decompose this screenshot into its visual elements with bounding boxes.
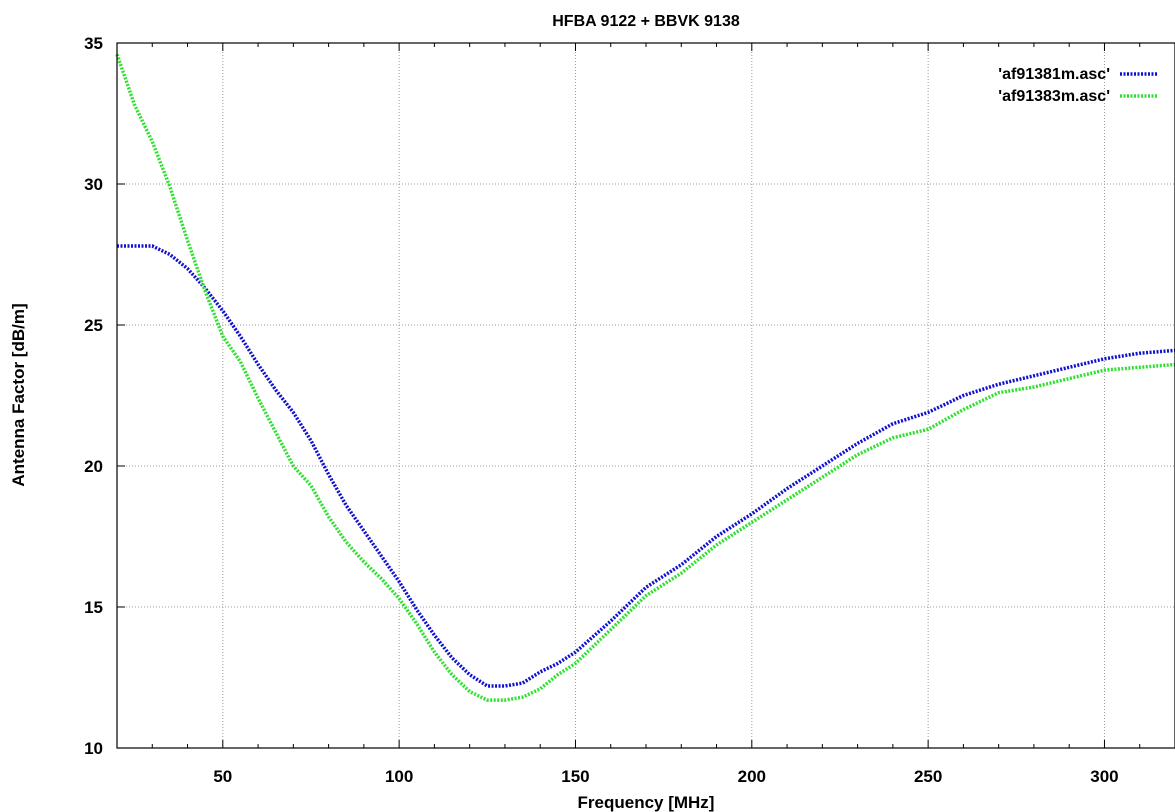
legend-label-2: 'af91383m.asc'	[998, 88, 1110, 105]
series-lines	[115, 53, 1175, 702]
x-tick-label: 200	[738, 767, 766, 786]
x-tick-label: 100	[385, 767, 413, 786]
axis-ticks: 50 100 150 200 250 300 10 15 20 25 30 35	[84, 34, 1175, 786]
x-tick-label: 250	[914, 767, 942, 786]
y-tick-label: 10	[84, 739, 103, 758]
y-tick-label: 30	[84, 175, 103, 194]
chart-title: HFBA 9122 + BBVK 9138	[552, 13, 740, 30]
x-axis-label: Frequency [MHz]	[578, 793, 715, 812]
legend: 'af91381m.asc' 'af91383m.asc'	[998, 66, 1158, 105]
y-tick-label: 35	[84, 34, 103, 53]
x-tick-label: 300	[1090, 767, 1118, 786]
x-tick-label: 150	[561, 767, 589, 786]
y-tick-label: 25	[84, 316, 103, 335]
y-axis-label: Antenna Factor [dB/m]	[9, 303, 28, 486]
y-tick-label: 15	[84, 598, 103, 617]
x-tick-label: 50	[213, 767, 232, 786]
y-tick-label: 20	[84, 457, 103, 476]
grid	[117, 43, 1175, 748]
plot-frame	[116, 42, 1175, 749]
legend-label-1: 'af91381m.asc'	[998, 66, 1110, 83]
series-line-1	[117, 244, 1175, 688]
series-line-2	[115, 53, 1175, 702]
